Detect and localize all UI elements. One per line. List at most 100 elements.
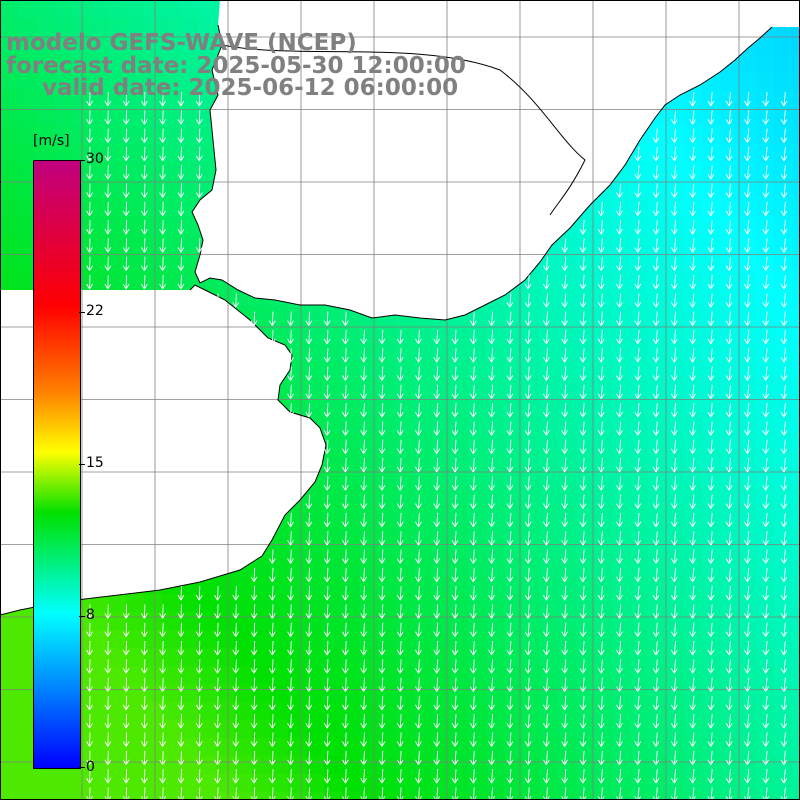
field-cell [324,792,343,800]
field-cell [486,756,505,775]
field-cell [378,432,397,451]
wind-arrow [780,732,788,747]
wind-arrow [744,659,751,674]
wind-arrow [195,640,203,656]
field-cell [558,468,577,487]
field-cell [558,324,577,343]
wind-arrow [396,549,404,564]
field-cell [162,702,181,721]
field-cell [594,774,613,793]
wind-arrow [616,476,623,491]
wind-arrow [433,329,441,345]
wind-arrow [725,146,733,162]
wind-arrow [122,695,130,711]
field-cell [576,522,595,541]
wind-arrow [542,549,550,564]
wind-arrow [707,274,715,290]
wind-arrow [744,732,751,747]
field-cell [486,720,505,739]
field-cell [234,702,253,721]
field-cell [396,666,415,685]
field-cell [774,612,793,631]
wind-arrow [524,293,532,308]
wind-arrow [433,476,441,491]
wind-arrow [341,421,349,436]
wind-arrow [762,750,770,766]
field-cell [792,180,800,199]
field-cell [666,738,685,757]
wind-arrow [542,403,550,418]
field-cell [144,144,163,163]
wind-arrow [561,329,569,345]
wind-arrow [725,494,733,509]
field-cell [36,144,55,163]
field-cell [540,306,559,325]
field-cell [360,360,379,379]
wind-arrow [780,293,788,308]
field-cell [774,126,793,145]
wind-arrow [579,274,587,290]
field-cell [540,702,559,721]
wind-arrow [396,403,404,418]
wind-arrow [177,220,185,235]
field-cell [324,414,343,433]
field-cell [378,594,397,613]
field-cell [792,342,800,361]
field-cell [324,666,343,685]
field-cell [0,0,19,19]
field-cell [216,792,235,800]
wind-arrow [780,604,788,619]
wind-arrow [670,695,678,711]
field-cell [108,720,127,739]
wind-arrow [652,769,660,784]
field-cell [774,486,793,505]
wind-arrow [725,293,733,308]
wind-arrow [506,476,514,491]
wind-arrow [360,329,368,345]
wind-arrow [305,586,313,601]
field-cell [162,684,181,703]
wind-arrow [469,750,477,766]
field-cell [468,324,487,343]
field-cell [756,450,775,469]
field-cell [756,558,775,577]
wind-arrow [287,732,294,747]
wind-arrow [415,604,422,619]
wind-arrow [689,531,696,546]
wind-arrow [104,640,112,656]
field-cell [342,648,361,667]
field-cell [378,774,397,793]
field-cell [612,558,631,577]
wind-arrow [341,695,349,711]
wind-arrow [744,348,751,363]
wind-arrow [597,476,605,491]
wind-arrow [378,750,386,766]
field-cell [738,414,757,433]
wind-arrow [579,348,587,363]
wind-arrow [689,586,696,601]
wind-arrow [744,403,751,418]
wind-arrow [86,714,93,729]
wind-arrow [634,201,642,217]
field-cell [666,756,685,775]
wind-arrow [597,604,605,619]
wind-arrow [451,366,459,381]
field-cell [630,396,649,415]
wind-arrow [86,256,93,271]
wind-arrow [597,403,605,418]
wind-arrow [670,439,678,454]
wind-arrow [762,146,770,162]
field-cell [558,720,577,739]
wind-arrow [744,91,751,107]
field-cell [666,630,685,649]
wind-arrow [415,476,422,491]
wind-arrow [670,348,678,363]
field-cell [0,18,19,37]
field-cell [558,378,577,397]
wind-arrow [268,640,276,656]
field-cell [720,450,739,469]
wind-arrow [140,659,148,674]
wind-arrow [451,384,459,400]
field-cell [486,486,505,505]
wind-arrow [323,732,331,747]
